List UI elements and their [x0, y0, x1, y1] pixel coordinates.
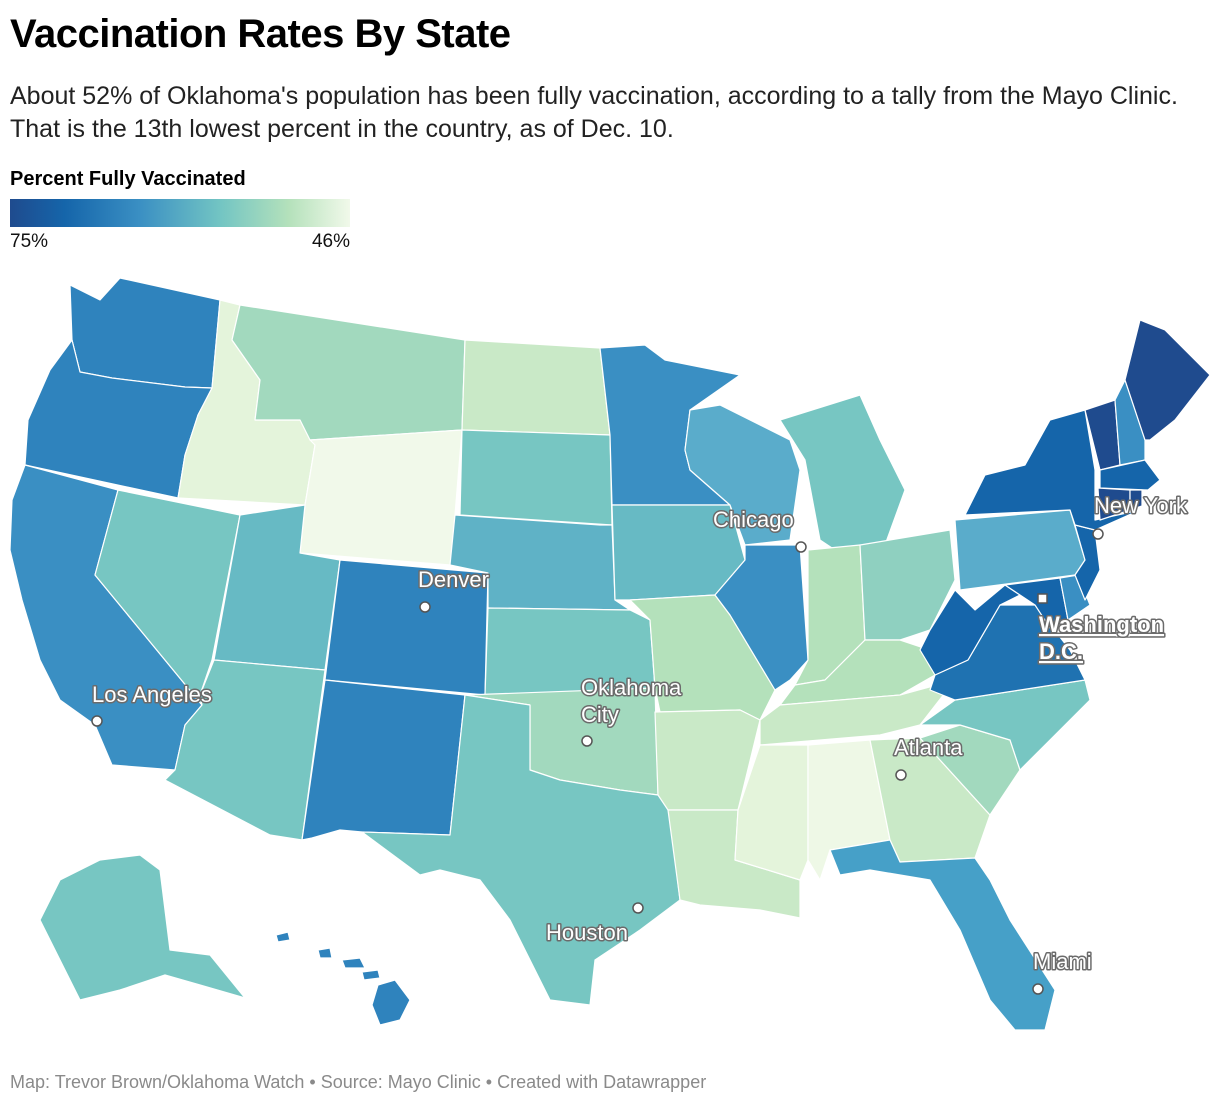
- city-label: Miami: [1033, 949, 1092, 974]
- city-label: D.C.: [1039, 639, 1083, 664]
- city-houston: Houston: [545, 902, 644, 947]
- city-label: City: [581, 702, 619, 727]
- state-arizona[interactable]: [164, 659, 326, 841]
- city-dot: [1032, 983, 1044, 995]
- state-illinois[interactable]: [714, 544, 809, 691]
- legend-gradient-bar: [10, 199, 350, 227]
- legend-ticks: 75% 46%: [10, 231, 350, 253]
- city-oklahoma-city: Oklahoma City: [580, 674, 684, 747]
- city-label: Denver: [418, 567, 489, 592]
- city-dot: [91, 715, 103, 727]
- legend-title: Percent Fully Vaccinated: [10, 168, 246, 190]
- state-north-dakota[interactable]: [461, 339, 611, 436]
- city-dot: [581, 735, 593, 747]
- state-wisconsin[interactable]: [684, 404, 801, 546]
- state-hawaii[interactable]: [275, 931, 411, 1026]
- city-markers: Los Angeles Denver Oklahoma City Houston…: [91, 492, 1189, 995]
- city-atlanta: Atlanta: [893, 734, 965, 781]
- city-washington-dc: Washington D.C.: [1037, 593, 1166, 666]
- color-legend: Percent Fully Vaccinated 75% 46%: [10, 168, 350, 253]
- chart-title: Vaccination Rates By State: [10, 12, 511, 56]
- state-shapes: [9, 277, 1211, 1031]
- state-new-york[interactable]: [964, 409, 1141, 531]
- state-west-virginia[interactable]: [919, 584, 1021, 676]
- state-new-mexico[interactable]: [301, 679, 466, 841]
- city-label: Chicago: [713, 507, 794, 532]
- city-denver: Denver: [417, 566, 490, 613]
- city-dot: [795, 541, 807, 553]
- state-massachusetts[interactable]: [1099, 459, 1161, 491]
- city-dot: [1092, 528, 1104, 540]
- legend-max-label: 75%: [10, 231, 49, 252]
- chart-subtitle: About 52% of Oklahoma's population has b…: [10, 82, 1178, 143]
- city-chicago: Chicago: [712, 506, 807, 553]
- us-choropleth-map: Los Angeles Denver Oklahoma City Houston…: [9, 277, 1211, 1031]
- city-dot: [895, 769, 907, 781]
- state-rhode-island[interactable]: [1129, 489, 1143, 511]
- city-new-york: New York: [1092, 492, 1189, 540]
- source-credit: Map: Trevor Brown/Oklahoma Watch • Sourc…: [10, 1072, 707, 1092]
- state-wyoming[interactable]: [299, 429, 463, 566]
- city-label: New York: [1094, 493, 1188, 518]
- state-south-dakota[interactable]: [459, 429, 613, 526]
- city-label: Washington: [1039, 612, 1164, 637]
- city-label: Los Angeles: [92, 682, 212, 707]
- city-dot: [419, 601, 431, 613]
- legend-min-label: 46%: [311, 231, 350, 252]
- city-label: Atlanta: [894, 735, 963, 760]
- state-maine[interactable]: [1124, 319, 1211, 441]
- state-texas[interactable]: [361, 694, 681, 1006]
- city-los-angeles: Los Angeles: [91, 681, 213, 727]
- state-montana[interactable]: [231, 304, 466, 441]
- state-tennessee[interactable]: [759, 679, 956, 746]
- capital-marker: [1037, 593, 1048, 604]
- city-miami: Miami: [1032, 948, 1093, 995]
- city-dot: [632, 902, 644, 914]
- city-label: Houston: [546, 920, 628, 945]
- state-new-hampshire[interactable]: [1114, 379, 1146, 466]
- state-florida[interactable]: [829, 839, 1056, 1031]
- city-label: Oklahoma: [581, 675, 682, 700]
- state-alaska[interactable]: [39, 854, 246, 1001]
- state-washington[interactable]: [69, 277, 221, 389]
